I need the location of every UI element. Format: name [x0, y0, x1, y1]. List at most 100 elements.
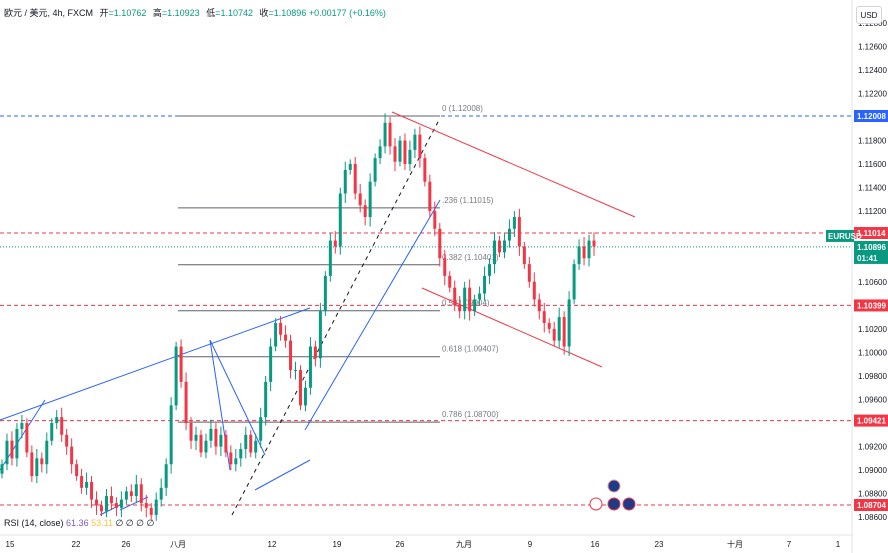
candle-body[interactable] — [348, 164, 352, 170]
candle-body[interactable] — [473, 299, 477, 312]
candle-body[interactable] — [169, 405, 173, 465]
rsi-legend[interactable]: RSI (14, close) 61.36 53.11 ∅ ∅ ∅ ∅ — [4, 518, 154, 529]
symbol-title[interactable]: 欧元 / 美元, 4h, FXCM — [4, 8, 94, 18]
candle-body[interactable] — [114, 503, 118, 508]
candle-body[interactable] — [75, 464, 79, 477]
candle-body[interactable] — [413, 134, 417, 150]
candle-body[interactable] — [303, 387, 307, 406]
candle-body[interactable] — [279, 322, 283, 335]
candle-body[interactable] — [358, 193, 362, 206]
candle-body[interactable] — [259, 417, 263, 441]
candle-body[interactable] — [159, 487, 163, 500]
candle-body[interactable] — [507, 228, 511, 241]
candle-body[interactable] — [403, 140, 407, 165]
candle-body[interactable] — [45, 440, 49, 465]
candle-body[interactable] — [184, 381, 188, 424]
candle-body[interactable] — [328, 240, 332, 276]
candle-body[interactable] — [582, 246, 586, 259]
candle-body[interactable] — [85, 481, 89, 488]
candle-body[interactable] — [388, 122, 392, 147]
candle-body[interactable] — [289, 340, 293, 371]
us-flag-icon[interactable] — [622, 497, 636, 511]
candle-body[interactable] — [502, 240, 506, 253]
candle-body[interactable] — [5, 440, 9, 465]
candle-body[interactable] — [40, 458, 44, 465]
candle-body[interactable] — [522, 246, 526, 265]
candle-body[interactable] — [557, 317, 561, 341]
candle-body[interactable] — [274, 322, 278, 347]
event-flag-icon[interactable] — [607, 479, 621, 493]
candle-body[interactable] — [577, 246, 581, 265]
candle-body[interactable] — [30, 452, 34, 477]
candle-body[interactable] — [433, 211, 437, 229]
lightning-event-icon[interactable] — [589, 497, 603, 511]
candle-body[interactable] — [443, 258, 447, 276]
candle-body[interactable] — [20, 423, 24, 429]
trend-line[interactable] — [119, 496, 149, 511]
candle-body[interactable] — [423, 158, 427, 182]
candle-body[interactable] — [562, 317, 566, 347]
candle-body[interactable] — [308, 346, 312, 388]
candle-body[interactable] — [25, 423, 29, 453]
candle-body[interactable] — [363, 205, 367, 218]
candle-body[interactable] — [323, 275, 327, 312]
candle-body[interactable] — [189, 423, 193, 441]
candle-body[interactable] — [119, 499, 123, 508]
candle-body[interactable] — [214, 428, 218, 447]
candle-body[interactable] — [154, 499, 158, 515]
candle-body[interactable] — [537, 299, 541, 312]
candle-body[interactable] — [592, 240, 596, 247]
candle-body[interactable] — [229, 452, 233, 465]
candle-body[interactable] — [294, 370, 298, 372]
candle-body[interactable] — [517, 217, 521, 247]
candle-body[interactable] — [572, 264, 576, 300]
candle-body[interactable] — [418, 134, 422, 159]
candle-body[interactable] — [343, 169, 347, 194]
candle-body[interactable] — [512, 217, 516, 229]
trend-line[interactable] — [304, 199, 441, 431]
candle-body[interactable] — [393, 146, 397, 162]
candle-body[interactable] — [199, 434, 203, 453]
candle-body[interactable] — [448, 275, 452, 288]
candle-body[interactable] — [428, 181, 432, 212]
candle-body[interactable] — [109, 496, 113, 504]
candle-body[interactable] — [338, 193, 342, 247]
candle-body[interactable] — [55, 417, 59, 424]
candle-body[interactable] — [453, 287, 457, 306]
candle-body[interactable] — [269, 346, 273, 382]
candle-body[interactable] — [244, 434, 248, 449]
candle-body[interactable] — [542, 311, 546, 323]
candle-body[interactable] — [194, 434, 198, 441]
candle-body[interactable] — [493, 240, 497, 265]
candle-body[interactable] — [478, 293, 482, 300]
candle-body[interactable] — [15, 428, 19, 459]
candle-body[interactable] — [80, 476, 84, 488]
candle-body[interactable] — [90, 481, 94, 500]
candle-body[interactable] — [368, 181, 372, 218]
candle-body[interactable] — [10, 440, 14, 459]
candle-body[interactable] — [70, 446, 74, 465]
candle-body[interactable] — [567, 299, 571, 347]
candle-body[interactable] — [378, 146, 382, 159]
candle-body[interactable] — [587, 240, 591, 259]
trend-line[interactable] — [254, 459, 311, 491]
candle-body[interactable] — [463, 287, 467, 312]
candle-body[interactable] — [239, 448, 243, 459]
candle-body[interactable] — [144, 503, 148, 508]
candle-body[interactable] — [124, 491, 128, 500]
candle-body[interactable] — [104, 496, 108, 512]
trend-line[interactable] — [209, 339, 266, 456]
trend-line[interactable] — [0, 307, 311, 421]
candle-body[interactable] — [65, 434, 69, 447]
candle-body[interactable] — [483, 275, 487, 294]
candle-body[interactable] — [488, 264, 492, 276]
candle-body[interactable] — [552, 328, 556, 341]
candle-body[interactable] — [532, 281, 536, 300]
currency-button[interactable]: USD — [856, 6, 882, 24]
candle-body[interactable] — [264, 381, 268, 418]
candle-body[interactable] — [298, 370, 302, 406]
us-flag-icon[interactable] — [607, 497, 621, 511]
candle-body[interactable] — [398, 140, 402, 162]
